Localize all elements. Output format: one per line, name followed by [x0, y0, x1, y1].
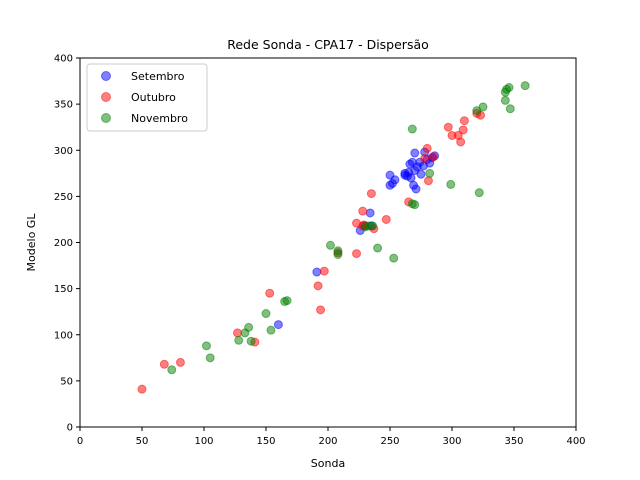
- data-point-setembro: [273, 320, 283, 330]
- legend-box: [86, 63, 208, 132]
- data-point-outubro: [366, 189, 376, 199]
- y-axis: 0 50 100 150 200 250 300 350 400: [54, 54, 80, 434]
- y-tick-label: 400: [54, 54, 73, 65]
- data-point-novembro: [266, 325, 276, 335]
- data-point-setembro: [416, 169, 426, 179]
- points-layer: [137, 81, 530, 394]
- x-tick-label: 400: [566, 436, 585, 447]
- data-point-novembro: [425, 168, 435, 178]
- x-axis: 0 50 100 150 200 250 300 350 400: [77, 427, 586, 447]
- y-tick-label: 250: [54, 192, 73, 203]
- x-tick-label: 300: [442, 436, 461, 447]
- legend-label-setembro: Setembro: [131, 70, 185, 83]
- data-point-outubro: [175, 357, 185, 367]
- data-point-outubro: [458, 125, 468, 135]
- x-axis-label: Sonda: [311, 457, 345, 470]
- data-point-setembro: [400, 168, 410, 178]
- y-tick-label: 0: [67, 423, 73, 434]
- x-tick-label: 150: [256, 436, 275, 447]
- x-tick-label: 250: [380, 436, 399, 447]
- data-point-setembro: [390, 175, 400, 185]
- data-point-outubro: [459, 116, 469, 126]
- y-tick-label: 50: [60, 376, 73, 387]
- legend-marker-setembro: [101, 71, 111, 81]
- data-point-novembro: [205, 353, 215, 363]
- data-point-novembro: [234, 335, 244, 345]
- legend-marker-novembro: [101, 113, 111, 123]
- legend: Setembro Outubro Novembro: [86, 63, 208, 132]
- data-point-novembro: [520, 81, 530, 91]
- data-point-outubro: [423, 176, 433, 186]
- data-point-outubro: [265, 288, 275, 298]
- data-point-outubro: [443, 122, 453, 132]
- data-point-novembro: [446, 179, 456, 189]
- x-tick-label: 50: [136, 436, 149, 447]
- data-point-outubro: [137, 384, 147, 394]
- data-point-novembro: [407, 124, 417, 134]
- data-point-outubro: [358, 206, 368, 216]
- data-point-novembro: [500, 87, 510, 97]
- data-point-outubro: [316, 305, 326, 315]
- data-point-novembro: [474, 188, 484, 198]
- x-tick-label: 200: [318, 436, 337, 447]
- data-point-setembro: [365, 208, 375, 218]
- legend-label-novembro: Novembro: [131, 112, 188, 125]
- data-point-novembro: [505, 104, 515, 114]
- data-point-novembro: [282, 296, 292, 306]
- data-point-novembro: [246, 336, 256, 346]
- data-point-novembro: [201, 341, 211, 351]
- legend-label-outubro: Outubro: [131, 91, 176, 104]
- data-point-outubro: [420, 154, 430, 164]
- y-axis-label: Modelo GL: [25, 213, 38, 272]
- data-point-novembro: [500, 95, 510, 105]
- data-point-novembro: [261, 309, 271, 319]
- x-tick-label: 350: [504, 436, 523, 447]
- x-tick-label: 0: [77, 436, 83, 447]
- data-point-novembro: [244, 322, 254, 332]
- y-tick-label: 350: [54, 100, 73, 111]
- data-point-novembro: [368, 221, 378, 231]
- data-point-novembro: [333, 249, 343, 259]
- data-point-outubro: [159, 359, 169, 369]
- x-tick-label: 100: [194, 436, 213, 447]
- y-tick-label: 200: [54, 238, 73, 249]
- data-point-outubro: [232, 328, 242, 338]
- data-point-outubro: [352, 249, 362, 259]
- data-point-setembro: [411, 184, 421, 194]
- y-tick-label: 300: [54, 146, 73, 157]
- data-point-novembro: [389, 253, 399, 263]
- data-point-novembro: [167, 365, 177, 375]
- data-point-outubro: [428, 152, 438, 162]
- chart-title: Rede Sonda - CPA17 - Dispersão: [227, 37, 429, 52]
- data-point-novembro: [410, 200, 420, 210]
- data-point-novembro: [478, 102, 488, 112]
- data-point-setembro: [312, 267, 322, 277]
- data-point-setembro: [410, 148, 420, 158]
- y-tick-label: 100: [54, 330, 73, 341]
- data-point-novembro: [325, 240, 335, 250]
- data-point-outubro: [381, 214, 391, 224]
- legend-marker-outubro: [101, 92, 111, 102]
- data-point-novembro: [373, 243, 383, 253]
- data-point-outubro: [422, 143, 432, 153]
- data-point-outubro: [319, 266, 329, 276]
- y-tick-label: 150: [54, 284, 73, 295]
- data-point-outubro: [456, 137, 466, 147]
- data-point-outubro: [313, 281, 323, 291]
